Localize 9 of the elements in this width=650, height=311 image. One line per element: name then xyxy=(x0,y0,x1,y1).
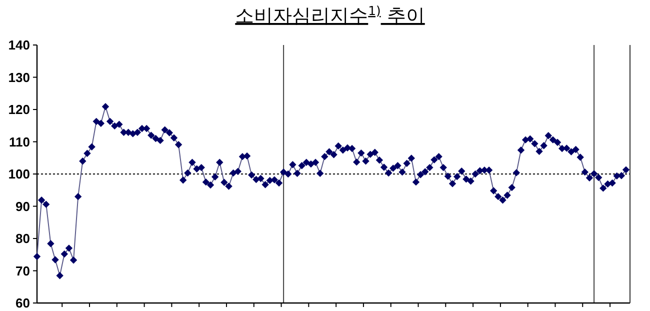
y-tick-label: 110 xyxy=(9,134,30,150)
y-tick-label: 140 xyxy=(8,38,30,52)
y-tick-label: 90 xyxy=(16,198,30,214)
y-tick-label: 130 xyxy=(8,70,30,85)
y-tick-label: 60 xyxy=(16,296,30,310)
y-tick-label: 70 xyxy=(16,263,30,278)
y-tick-label: 120 xyxy=(8,102,30,117)
y-tick-label: 100 xyxy=(8,166,30,182)
y-tick-label: 80 xyxy=(16,231,30,246)
